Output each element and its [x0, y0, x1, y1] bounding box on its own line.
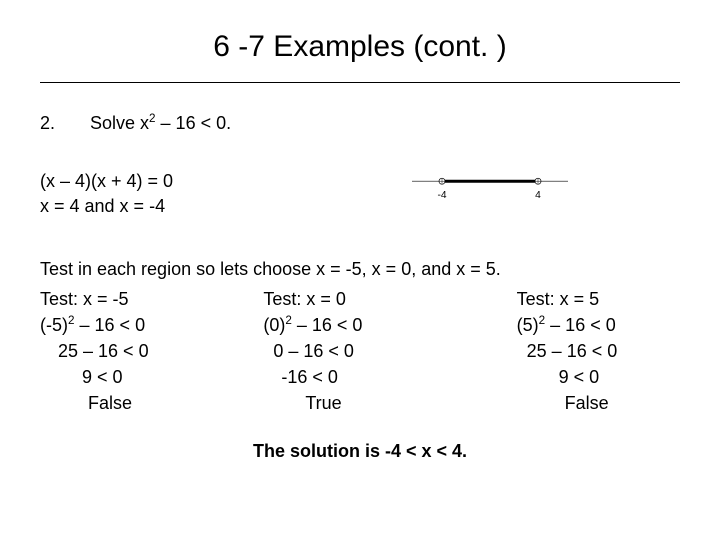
test2-line4: -16 < 0: [263, 364, 426, 390]
problem-text-post: – 16 < 0.: [156, 113, 232, 133]
numberline-svg: -4 4: [360, 174, 620, 204]
test3-line5: False: [517, 390, 680, 416]
problem-text-pre: Solve x: [90, 113, 149, 133]
test3-line4: 9 < 0: [517, 364, 680, 390]
factored-and-numberline: (x – 4)(x + 4) = 0 x = 4 and x = -4 -4 4: [40, 164, 680, 224]
test3-l2-pre: (5): [517, 315, 539, 335]
test2-line1: Test: x = 0: [263, 286, 426, 312]
test2-l2-pre: (0): [263, 315, 285, 335]
numberline-label-right: 4: [535, 190, 541, 201]
test3-line3: 25 – 16 < 0: [517, 338, 680, 364]
test-col-1: Test: x = -5 (-5)2 – 16 < 0 25 – 16 < 0 …: [40, 286, 203, 416]
factored-line1: (x – 4)(x + 4) = 0: [40, 169, 340, 194]
page-title: 6 -7 Examples (cont. ): [40, 30, 680, 64]
test1-line2: (-5)2 – 16 < 0: [40, 312, 203, 338]
test-col-2: Test: x = 0 (0)2 – 16 < 0 0 – 16 < 0 -16…: [203, 286, 426, 416]
problem-text: Solve x2 – 16 < 0.: [90, 113, 680, 134]
test1-line5: False: [40, 390, 203, 416]
test-col-3: Test: x = 5 (5)2 – 16 < 0 25 – 16 < 0 9 …: [427, 286, 680, 416]
problem-statement: 2. Solve x2 – 16 < 0.: [40, 113, 680, 134]
test2-line2: (0)2 – 16 < 0: [263, 312, 426, 338]
problem-number: 2.: [40, 113, 90, 134]
test1-line4: 9 < 0: [40, 364, 203, 390]
solution-text: The solution is -4 < x < 4.: [40, 441, 680, 462]
test3-line1: Test: x = 5: [517, 286, 680, 312]
numberline-container: -4 4: [340, 164, 680, 224]
test3-line2: (5)2 – 16 < 0: [517, 312, 680, 338]
test3-l2-post: – 16 < 0: [545, 315, 616, 335]
test1-line1: Test: x = -5: [40, 286, 203, 312]
tests-columns: Test: x = -5 (-5)2 – 16 < 0 25 – 16 < 0 …: [40, 286, 680, 416]
factored-form: (x – 4)(x + 4) = 0 x = 4 and x = -4: [40, 169, 340, 219]
test1-line3: 25 – 16 < 0: [40, 338, 203, 364]
title-underline: [40, 82, 680, 83]
test2-l2-post: – 16 < 0: [292, 315, 363, 335]
test2-line3: 0 – 16 < 0: [263, 338, 426, 364]
test1-l2-pre: (-5): [40, 315, 68, 335]
numberline-label-left: -4: [437, 190, 446, 201]
test1-l2-post: – 16 < 0: [75, 315, 146, 335]
factored-line2: x = 4 and x = -4: [40, 194, 340, 219]
tests-intro: Test in each region so lets choose x = -…: [40, 259, 680, 280]
test2-line5: True: [263, 390, 426, 416]
